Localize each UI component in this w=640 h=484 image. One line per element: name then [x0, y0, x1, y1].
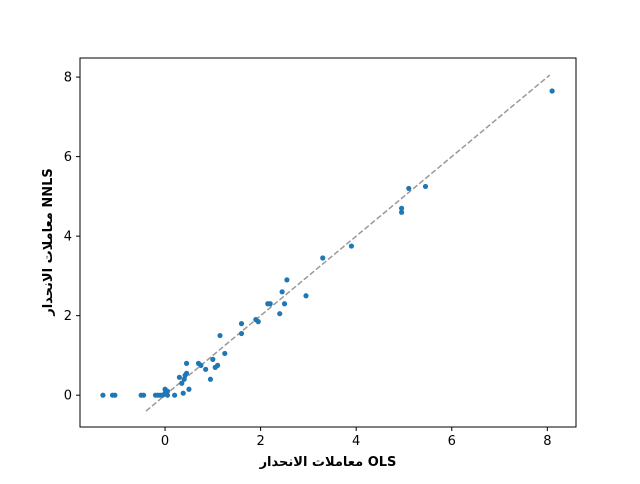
point	[284, 277, 290, 283]
point	[406, 185, 412, 192]
point	[303, 293, 309, 299]
plot-frame	[79, 57, 577, 428]
x-tick-label: 6	[448, 434, 456, 449]
reference-line	[145, 74, 551, 412]
point	[222, 350, 228, 357]
point	[179, 380, 185, 386]
point	[238, 330, 245, 337]
y-axis-label: معاملات الانحدار NNLS	[41, 168, 56, 317]
point	[277, 311, 283, 317]
point	[176, 374, 182, 380]
point	[422, 183, 429, 190]
point	[217, 332, 223, 339]
point	[398, 209, 405, 215]
point	[255, 319, 261, 325]
point	[180, 390, 186, 396]
x-tick-label: 8	[543, 434, 551, 449]
point	[203, 366, 209, 372]
point	[183, 360, 190, 366]
point	[162, 390, 168, 396]
point	[172, 392, 178, 398]
y-tick-label: 8	[64, 71, 72, 86]
point	[215, 362, 221, 368]
point	[279, 289, 285, 295]
point	[207, 376, 214, 382]
point	[267, 301, 273, 307]
point	[186, 386, 192, 392]
y-tick-label: 0	[64, 389, 72, 404]
point	[181, 376, 187, 382]
y-tick-label: 6	[64, 150, 72, 165]
point	[348, 243, 355, 249]
point	[398, 205, 405, 211]
point	[238, 321, 245, 327]
x-tick-label: 4	[352, 434, 360, 449]
point	[320, 255, 326, 261]
x-tick-label: 0	[161, 434, 169, 449]
y-tick-label: 4	[64, 230, 72, 245]
point	[100, 392, 106, 398]
point	[140, 392, 147, 398]
y-tick-label: 2	[64, 309, 72, 324]
point	[210, 356, 216, 363]
point	[183, 370, 190, 376]
point	[198, 362, 204, 368]
x-tick-label: 2	[256, 434, 264, 449]
point	[112, 392, 118, 398]
point	[549, 88, 555, 94]
point	[281, 301, 288, 307]
x-axis-label: معاملات الانحدار OLS	[259, 455, 397, 470]
